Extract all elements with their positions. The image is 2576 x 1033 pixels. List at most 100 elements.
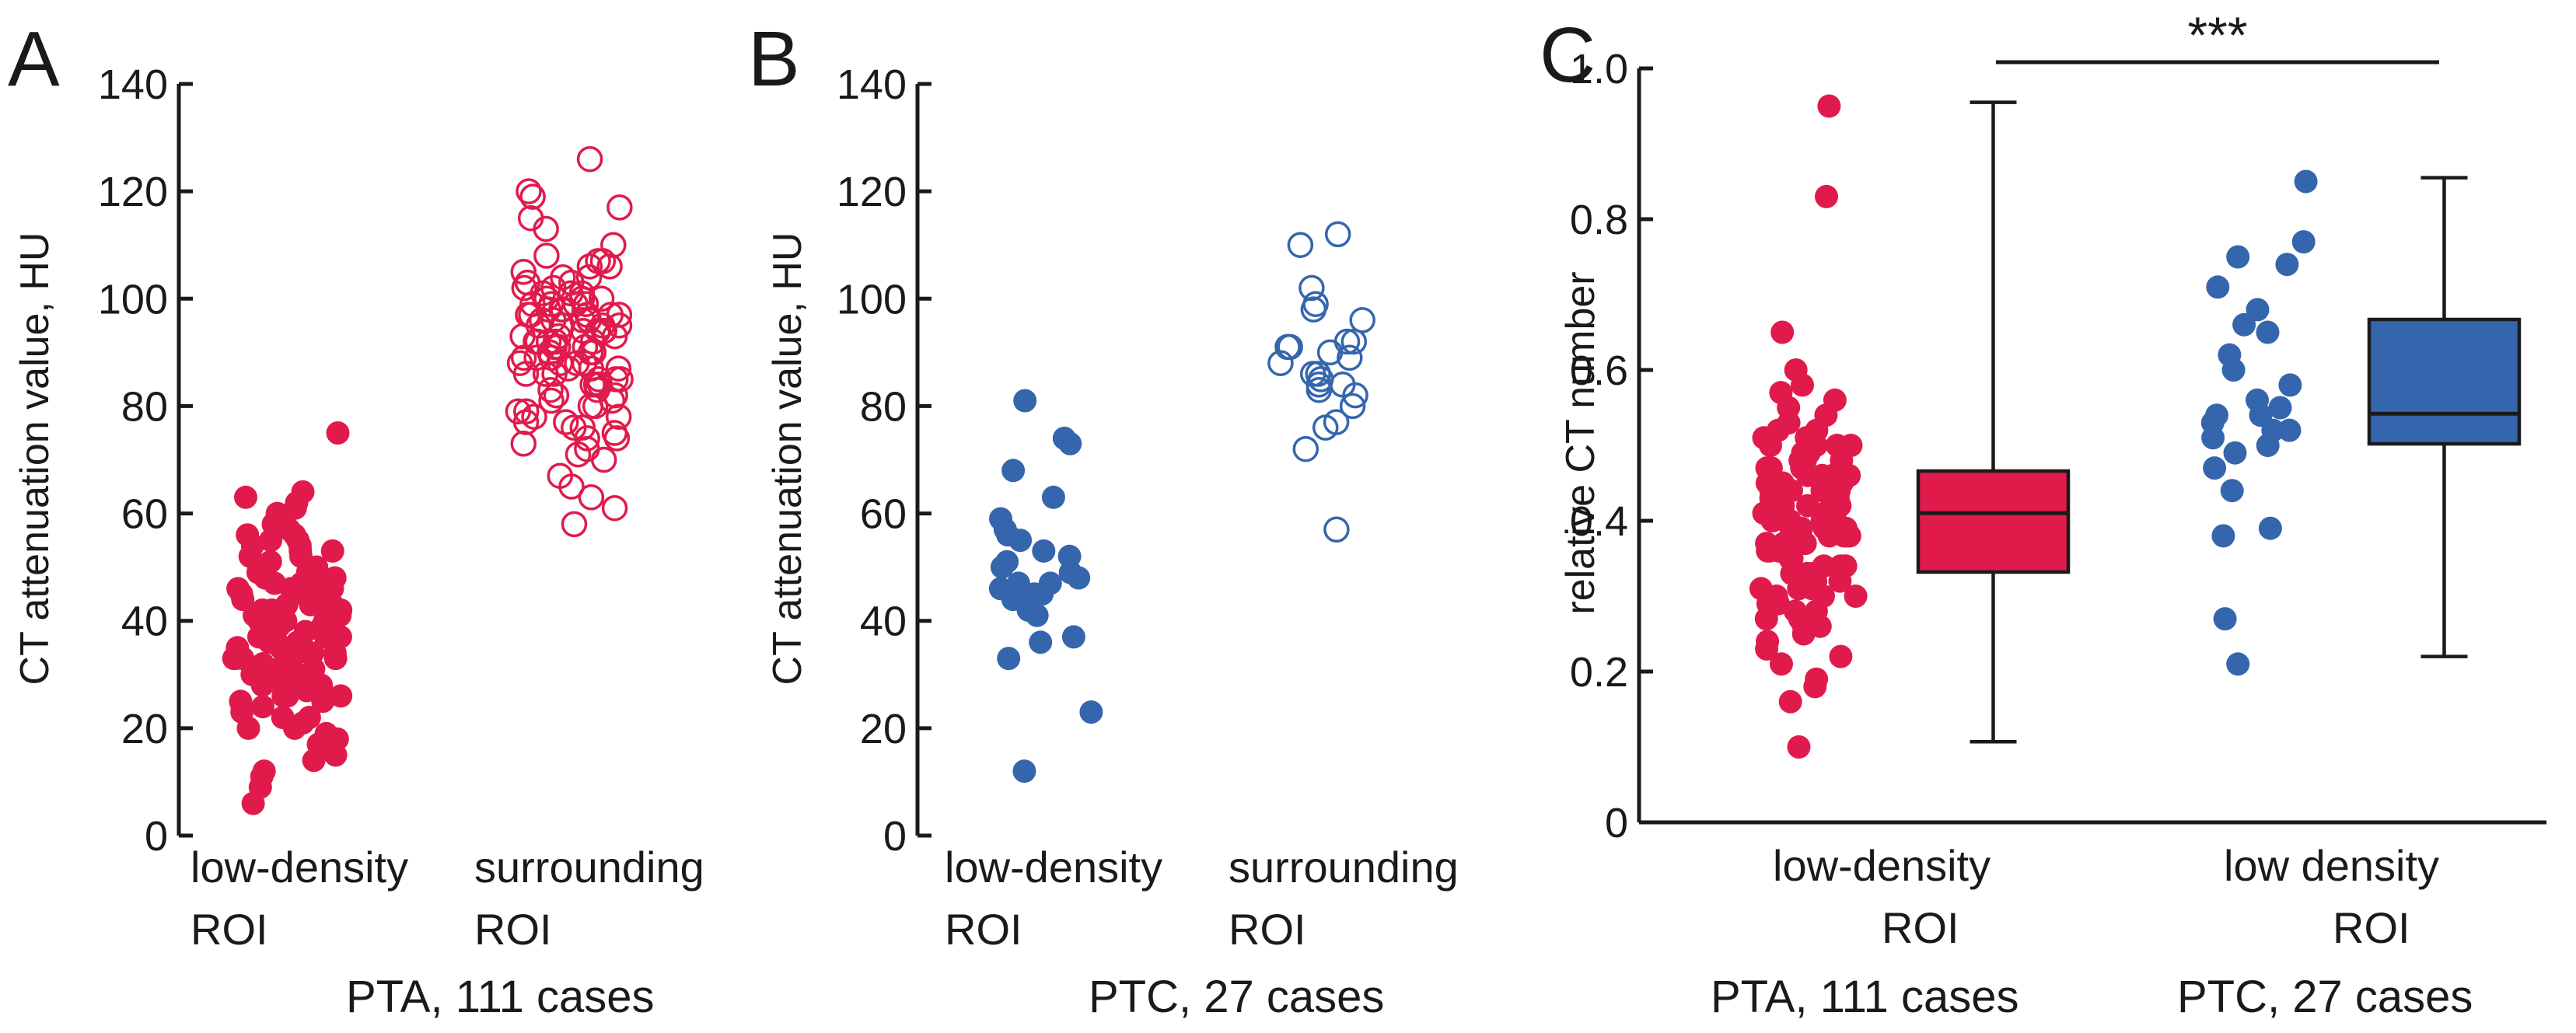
data-point — [540, 307, 567, 333]
data-point — [258, 550, 282, 574]
x-category-label: ROI — [2333, 903, 2410, 952]
data-point — [295, 679, 319, 703]
data-point — [1032, 539, 1056, 563]
panel-letter: B — [748, 16, 800, 103]
data-point — [596, 253, 623, 280]
data-point — [579, 372, 606, 398]
data-point — [234, 485, 257, 509]
data-point — [538, 387, 564, 414]
0-y-axis-label: CT attenuation value, HU — [12, 232, 58, 686]
data-point — [510, 431, 537, 457]
0-y-tick-label: 40 — [121, 599, 168, 645]
data-point — [1274, 333, 1301, 361]
panel-letter: A — [8, 16, 60, 103]
data-point — [2226, 245, 2250, 269]
2-y-tick-label: 0.8 — [1570, 197, 1628, 243]
data-point — [564, 441, 592, 468]
0-y-tick-label: 20 — [121, 706, 168, 752]
data-point — [1029, 630, 1053, 654]
data-point — [541, 361, 568, 387]
data-point — [2268, 396, 2292, 420]
data-point — [2223, 441, 2247, 465]
data-point — [1302, 291, 1329, 317]
data-point — [2218, 343, 2242, 367]
data-point — [1759, 434, 1782, 457]
data-point — [1349, 307, 1375, 333]
x-category-label: ROI — [1882, 903, 1959, 952]
0-y-tick-label: 140 — [98, 61, 168, 108]
data-point — [506, 350, 533, 376]
data-point — [317, 614, 341, 638]
data-point — [585, 366, 612, 393]
data-point — [1793, 448, 1817, 473]
data-point — [585, 317, 612, 344]
data-point — [1006, 571, 1030, 595]
data-point — [1337, 344, 1363, 372]
group-label: PTA, 111 cases — [346, 972, 655, 1022]
data-point — [2291, 230, 2316, 254]
data-point — [605, 355, 632, 382]
data-point — [2277, 418, 2302, 442]
data-point — [590, 446, 617, 473]
data-point — [2203, 456, 2227, 480]
data-point — [555, 355, 582, 382]
0-y-tick-label: 100 — [98, 276, 168, 323]
y-axis-label: relative CT number — [1558, 271, 1603, 614]
data-point — [542, 328, 569, 355]
data-point — [260, 598, 284, 622]
data-point — [2256, 320, 2280, 344]
data-point — [1787, 735, 1811, 759]
data-point — [272, 652, 295, 675]
0-y-tick-label: 120 — [98, 169, 168, 215]
data-point — [297, 706, 321, 729]
data-point — [1323, 409, 1350, 435]
data-point — [988, 577, 1012, 601]
data-point — [2258, 516, 2282, 540]
data-point — [1815, 184, 1838, 208]
data-point — [260, 625, 284, 649]
data-point — [1839, 434, 1863, 457]
1-y-tick-label: 120 — [837, 169, 907, 215]
data-point — [1844, 585, 1868, 608]
data-point — [2206, 275, 2230, 299]
data-point — [561, 414, 587, 441]
data-point — [271, 507, 295, 531]
data-point — [1823, 388, 1847, 412]
data-point — [1756, 592, 1780, 616]
data-point — [1820, 463, 1844, 487]
data-point — [1784, 358, 1808, 382]
2-y-tick-label: 0.2 — [1570, 649, 1628, 696]
0-y-tick-label: 60 — [121, 491, 168, 538]
1-y-tick-label: 80 — [860, 383, 907, 430]
data-point — [513, 398, 540, 425]
data-point — [1769, 381, 1793, 405]
2-y-tick-label: 0.4 — [1570, 498, 1628, 545]
data-point — [601, 494, 628, 522]
data-point — [2246, 388, 2269, 412]
data-point — [510, 259, 537, 285]
data-point — [997, 647, 1021, 671]
1-y-tick-label: 100 — [837, 276, 907, 323]
group-label: PTC, 27 cases — [1089, 972, 1384, 1022]
data-point — [285, 630, 309, 654]
data-point — [2220, 479, 2244, 503]
data-point — [1778, 689, 1802, 714]
data-point — [2246, 298, 2270, 322]
data-point — [606, 194, 633, 221]
data-point — [1823, 501, 1847, 525]
data-point — [1788, 607, 1812, 631]
0-y-tick-label: 0 — [145, 813, 168, 860]
data-point — [588, 285, 615, 312]
data-point — [263, 571, 287, 595]
group-label: PTA, 111 cases — [1711, 972, 2019, 1022]
1-y-tick-label: 60 — [860, 491, 907, 538]
data-point — [1780, 546, 1804, 571]
data-point — [1013, 389, 1037, 413]
1-y-tick-label: 40 — [860, 599, 907, 645]
data-point — [1041, 485, 1065, 509]
box-iqr — [1916, 469, 2071, 574]
data-point — [1770, 320, 1795, 344]
data-point — [1061, 625, 1085, 649]
data-point — [1339, 393, 1366, 420]
panel-letter: C — [1540, 12, 1596, 99]
